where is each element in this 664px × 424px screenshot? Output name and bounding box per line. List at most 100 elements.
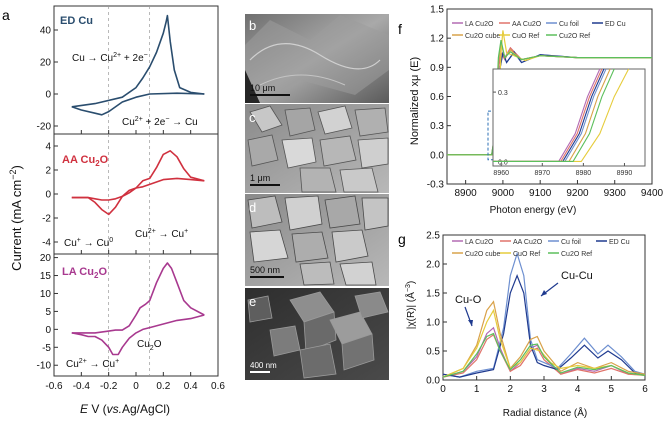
xanes-xtick-label: 8900 (455, 188, 478, 199)
cv-ytick-label-aa-cu2o: 0 (45, 190, 51, 201)
cv-ytick-label-la-cu2o: 10 (40, 289, 52, 300)
cv-curve-ed-cu-anodic (71, 14, 205, 108)
xanes-x-axis-label: Photon energy (eV) (490, 205, 577, 216)
cv-panel-la-cu2o: -10 -5 0 5 10 15 20 -0.6 -0.4 -0.2 0 0.2 0.4 0.6 (37, 253, 226, 392)
exafs-arrowhead-cu-o (468, 320, 473, 326)
cv-annotation-cu2o: Cu2O (137, 339, 162, 352)
panel-g-letter: g (398, 231, 406, 247)
panel-f-letter: f (398, 21, 402, 37)
sem-image-c (245, 104, 389, 193)
exafs-x-axis-label: Radial distance (Å) (503, 406, 587, 419)
exafs-ytick-label: 1.5 (426, 289, 440, 300)
exafs-y-axis-label: |χ(R)| (Å−3) (404, 281, 417, 329)
cv-annotation-cu-plus-to-cu0: Cu+ → Cu0 (64, 237, 113, 249)
exafs-legend-label: Cu2O cube (465, 251, 501, 258)
cv-ytick-label-la-cu2o: -10 (37, 361, 52, 372)
sem-letter-d: d (249, 200, 256, 215)
exafs-xtick-label: 6 (642, 384, 648, 395)
exafs-label-cu-o: Cu-O (455, 294, 482, 306)
xanes-ytick-label: 0.6 (430, 92, 444, 103)
xanes-xtick-label: 9300 (604, 188, 627, 199)
cv-ytick-label-aa-cu2o: 4 (45, 142, 51, 153)
xanes-inset-xtick-label: 8990 (617, 170, 633, 177)
panel-a-letter: a (2, 7, 10, 23)
cv-xtick-label: 0 (133, 381, 139, 392)
xanes-ytick-label: -0.3 (427, 180, 445, 191)
sem-scale-b: 10 μm (250, 83, 275, 93)
cv-xtick-label: -0.2 (100, 381, 118, 392)
cv-xtick-label: 0.4 (184, 381, 198, 392)
cv-annotation-oxidation: Cu → Cu2+ + 2e− (72, 52, 148, 64)
cv-ytick-label-ed-cu: 20 (40, 58, 52, 69)
exafs-arrowhead-cu-cu (541, 290, 547, 296)
sem-image-e (245, 288, 389, 380)
cv-curve-aa-cu2o-anodic (71, 150, 205, 201)
exafs-plot: 0 1 2 3 4 5 6 0.0 0.5 1.0 1.5 2.0 2.5 LA Cu2O AA Cu2O C… (426, 231, 648, 396)
cv-xtick-label: -0.6 (45, 381, 63, 392)
exafs-line-cu2o-ref (442, 332, 646, 378)
cv-ytick-label-aa-cu2o: -4 (42, 238, 51, 249)
cv-xtick-label: -0.4 (73, 381, 91, 392)
cv-curve-la-cu2o-cathodic (71, 314, 205, 356)
sem-scale-c: 1 μm (250, 173, 270, 183)
cv-ytick-label-ed-cu: 40 (40, 26, 52, 37)
exafs-ytick-label: 0.0 (426, 376, 440, 387)
xanes-legend-label: ED Cu (605, 21, 626, 28)
cv-curve-aa-cu2o-cathodic (71, 177, 205, 216)
cv-label-aa-cu2o: AA Cu2O (62, 154, 109, 168)
xanes-legend-label: Cu foil (559, 21, 579, 28)
exafs-legend-label: Cu foil (561, 239, 581, 246)
exafs-line-cuo-ref (442, 308, 646, 378)
exafs-ytick-label: 1.0 (426, 318, 440, 329)
cv-x-axis-label: E V (vs.Ag/AgCl) (80, 402, 170, 416)
xanes-inset-xtick-label: 8960 (493, 170, 509, 177)
cv-xtick-label: 0.6 (211, 381, 225, 392)
exafs-xtick-label: 0 (440, 384, 446, 395)
xanes-xtick-label: 9000 (492, 188, 515, 199)
cv-ytick-label-aa-cu2o: 2 (45, 166, 51, 177)
xanes-inset-ytick-label: 0.0 (498, 159, 508, 166)
xanes-ytick-label: 1.5 (430, 5, 444, 16)
exafs-xtick-label: 3 (541, 384, 547, 395)
cv-curve-ed-cu-cathodic (71, 92, 205, 116)
sem-letter-e: e (249, 294, 256, 309)
exafs-ytick-label: 2.5 (426, 231, 440, 242)
exafs-legend-label: LA Cu2O (465, 239, 494, 246)
xanes-inset-xtick-label: 8980 (576, 170, 592, 177)
xanes-plot: 8900 9000 9100 9200 9300 9400 -0.3 0.0 0.3 0.6 0.9… (427, 5, 664, 200)
exafs-legend-label: CuO Ref (513, 251, 540, 258)
xanes-legend-label: AA Cu2O (512, 21, 542, 28)
cv-ytick-label-la-cu2o: 0 (45, 325, 51, 336)
cv-annotation-cu2-to-cu-plus-bot: Cu2+ → Cu+ (66, 358, 119, 370)
cv-annotation-reduction: Cu2+ + 2e− → Cu (122, 116, 198, 128)
xanes-inset-ytick-label: 0.3 (498, 90, 508, 97)
exafs-xtick-label: 5 (609, 384, 615, 395)
exafs-line-ed-cu (442, 273, 646, 378)
sem-scale-e: 400 nm (250, 361, 277, 370)
xanes-xtick-label: 9100 (529, 188, 552, 199)
xanes-ytick-label: 0.0 (430, 150, 444, 161)
cv-ytick-label-la-cu2o: 15 (40, 271, 52, 282)
xanes-inset-line-cu2o-ref (493, 68, 615, 162)
xanes-legend-label: Cu2O cube (465, 33, 501, 40)
exafs-ytick-label: 0.5 (426, 347, 440, 358)
cv-ytick-label-ed-cu: -20 (37, 122, 52, 133)
exafs-ytick-label: 2.0 (426, 260, 440, 271)
cv-ytick-label-aa-cu2o: -2 (42, 214, 51, 225)
cv-curve-la-cu2o-anodic (71, 262, 205, 334)
exafs-xtick-label: 2 (508, 384, 514, 395)
cv-label-la-cu2o: LA Cu2O (62, 266, 107, 280)
xanes-ytick-label: 1.2 (430, 34, 444, 45)
cv-ytick-label-la-cu2o: 20 (40, 253, 52, 264)
exafs-line-aa-cu2o (442, 333, 646, 378)
exafs-legend-label: AA Cu2O (513, 239, 543, 246)
xanes-ytick-label: 0.3 (430, 121, 444, 132)
cv-y-axis-label: Current (mA cm−2) (8, 165, 24, 271)
xanes-legend-label: Cu2O Ref (559, 33, 590, 40)
xanes-xtick-label: 9200 (566, 188, 589, 199)
sem-image-b (245, 14, 389, 103)
xanes-legend-label: LA Cu2O (465, 21, 494, 28)
exafs-legend-label: ED Cu (609, 239, 630, 246)
exafs-xtick-label: 4 (575, 384, 581, 395)
